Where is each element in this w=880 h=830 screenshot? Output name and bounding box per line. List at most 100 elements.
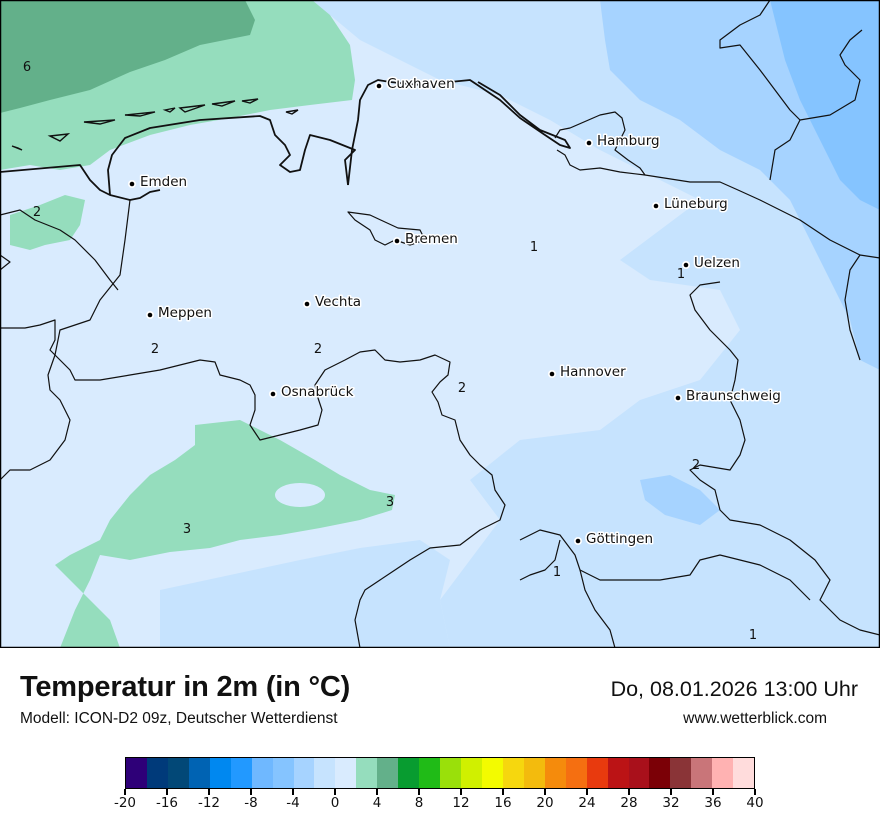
colorbar-tick-label: 20 [536,795,554,811]
contour-value-label: 1 [530,240,538,255]
city-label: Lüneburg [664,196,728,212]
contour-value-label: 2 [33,205,41,220]
city-marker: Vechta [303,293,363,312]
colorbar-segment [691,758,713,788]
city-marker: Uelzen [682,254,741,273]
temp-zone-4-6-sea [0,0,255,113]
colorbar-tick [586,789,588,795]
colorbar-tick-label: -8 [244,795,258,811]
city-label: Hannover [560,364,626,380]
colorbar-tick-label: 8 [414,795,424,811]
colorbar-segment [356,758,378,788]
colorbar-tick [460,789,462,795]
colorbar-segment [419,758,441,788]
city-marker: Göttingen [574,530,655,549]
city-marker: Braunschweig [674,387,782,406]
city-dot-icon [394,238,400,244]
city-label: Uelzen [694,255,740,271]
city-label: Göttingen [586,531,653,547]
colorbar-tick-label: 36 [704,795,722,811]
city-marker: Meppen [146,304,213,323]
city-dot-icon [653,203,659,209]
colorbar-tick [250,789,252,795]
city-marker: Lüneburg [652,195,729,214]
colorbar-segment [565,758,587,788]
frisian-islands [11,98,299,151]
colorbar-segment [209,758,231,788]
colorbar-tick-label: 16 [494,795,512,811]
colorbar-tick [544,789,546,795]
city-label: Osnabrück [281,384,354,400]
colorbar-segment [502,758,524,788]
colorbar-tick-label: 28 [620,795,638,811]
city-dot-icon [147,312,153,318]
colorbar-segment [167,758,189,788]
state-borders [0,0,880,648]
contour-value-label: 1 [553,565,561,580]
colorbar-tick [628,789,630,795]
temp-zone-m2-0 [312,0,880,648]
colorbar-segment [314,758,336,788]
temp-zone-2-4-south [55,420,395,648]
colorbar-tick [124,789,126,795]
city-label: Hamburg [597,133,660,149]
city-dot-icon [549,371,555,377]
contour-value-label: 3 [183,522,191,537]
colorbar-tick [292,789,294,795]
colorbar-segment [544,758,566,788]
forecast-datetime: Do, 08.01.2026 13:00 Uhr [610,677,858,701]
contour-value-label: 1 [749,628,757,643]
colorbar-segment [733,758,755,788]
colorbar-segment [398,758,420,788]
colorbar-tick-label: 0 [330,795,340,811]
city-label: Bremen [405,231,458,247]
colorbar-tick [670,789,672,795]
contour-value-label: 2 [458,381,466,396]
colorbar-tick-label: 12 [452,795,470,811]
colorbar-tick [418,789,420,795]
city-label: Meppen [158,305,212,321]
city-dot-icon [270,391,276,397]
colorbar-tick-label: 40 [746,795,764,811]
colorbar-tick [376,789,378,795]
city-dot-icon [586,140,592,146]
colorbar-segment [670,758,692,788]
colorbar-tick-label: -4 [286,795,300,811]
colorbar-tick [208,789,210,795]
city-label: Cuxhaven [387,76,455,92]
city-marker: Osnabrück [269,383,355,402]
colorbar-tick [712,789,714,795]
coastline [0,79,571,201]
city-label: Emden [140,174,187,190]
colorbar-segment [293,758,315,788]
colorbar-tick-label: -20 [113,795,137,811]
colorbar-segment [481,758,503,788]
colorbar-tick-label: 32 [662,795,680,811]
colorbar-segment [251,758,273,788]
colorbar-segment [188,758,210,788]
temperature-map: Cuxhaven Hamburg Emden Lüneburg Bremen Uelzen… [0,0,880,648]
temp-zone-2-4-ems [10,195,85,250]
city-dot-icon [675,395,681,401]
contour-label-layer: 6 2 1 1 2 2 2 2 3 3 1 1 [23,60,757,643]
city-marker: Emden [128,173,189,192]
chart-title: Temperatur in 2m (in °C) [20,671,351,703]
colorbar-segment [461,758,482,788]
model-subtitle: Modell: ICON-D2 09z, Deutscher Wetterdie… [20,710,338,727]
colorbar-segment [628,758,650,788]
city-dot-icon [683,262,689,268]
colorbar-segment [146,758,168,788]
temperature-colorbar [125,757,755,789]
website-link[interactable]: www.wetterblick.com [683,710,827,727]
temp-zone-m2-0-south [160,540,450,648]
contour-value-label: 2 [151,342,159,357]
city-dot-icon [575,538,581,544]
contour-value-label: 2 [692,458,700,473]
city-label: Braunschweig [686,388,781,404]
colorbar-segment [440,758,461,788]
contour-value-label: 6 [23,60,31,75]
colorbar-segment [712,758,734,788]
colorbar-tick [166,789,168,795]
colorbar-tick-label: -12 [197,795,221,811]
colorbar-tick [754,789,756,795]
